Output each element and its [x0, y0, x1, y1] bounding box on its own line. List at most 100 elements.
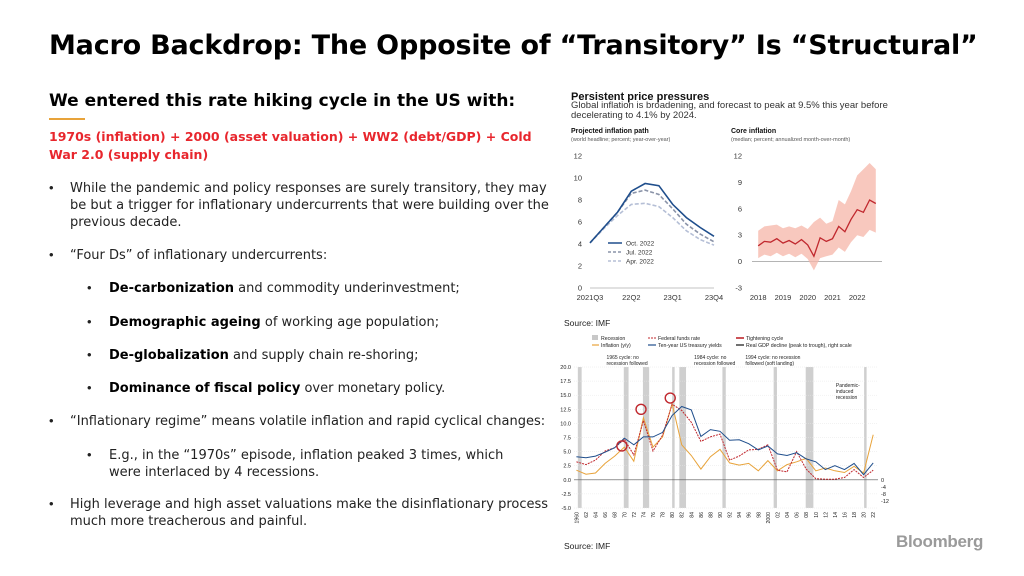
- x-tick-label: 76: [651, 512, 657, 518]
- annotation-text: 1984 cycle: no: [694, 355, 726, 361]
- left-panel-subtitle: (world headline; percent; year-over-year…: [571, 137, 671, 143]
- term-rest: and supply chain re-shoring;: [228, 348, 419, 363]
- tightening-circle: [635, 403, 647, 416]
- legend-label: Federal funds rate: [658, 336, 700, 342]
- x-tick-label: 70: [622, 512, 628, 518]
- sub-bullet-deglobalization: De-globalization and supply chain re-sho…: [109, 347, 539, 364]
- sub-bullet-marker: •: [87, 447, 92, 462]
- legend-label: Oct. 2022: [626, 241, 655, 248]
- x-tick-label: 22: [871, 512, 877, 518]
- annotation-text: Pandemic-: [836, 383, 860, 389]
- x-tick-label: 2021Q3: [577, 293, 604, 302]
- bold-term: De-carbonization: [109, 281, 235, 296]
- right-y-tick-label: -4: [881, 485, 886, 491]
- legend-label: Ten-year US treasury yields: [658, 343, 722, 349]
- sub-bullet-decarbonization: De-carbonization and commodity underinve…: [109, 280, 539, 297]
- bold-term: Demographic ageing: [109, 315, 261, 330]
- sub-bullet-marker: •: [87, 380, 92, 395]
- x-tick-label: 23Q1: [663, 293, 681, 302]
- y-tick-label: 2.5: [563, 464, 571, 470]
- bullet-leverage: High leverage and high asset valuations …: [70, 497, 549, 529]
- right-panel-subtitle: (median; percent; annualized month-over-…: [731, 137, 851, 143]
- y-tick-label: 12: [574, 152, 582, 161]
- sub-bullet-marker: •: [87, 280, 92, 295]
- section-subhead: We entered this rate hiking cycle in the…: [49, 91, 516, 111]
- median-line: [757, 199, 877, 258]
- bullet-marker: •: [49, 496, 54, 511]
- x-tick-label: 02: [775, 512, 781, 518]
- bullet-four-ds: “Four Ds” of inflationary undercurrents:: [70, 248, 328, 263]
- x-tick-label: 23Q4: [705, 293, 723, 302]
- core-inflation-chart: -3 0 3 6 9 12 2018 2019 2020 2021 2022: [734, 152, 882, 302]
- bold-term: De-globalization: [109, 348, 229, 363]
- x-tick-label: 08: [804, 512, 810, 518]
- x-tick-label: 1960: [574, 512, 580, 524]
- x-tick-label: 72: [632, 512, 638, 518]
- right-y-tick-label: -12: [881, 499, 889, 505]
- sub-bullet-marker: •: [87, 347, 92, 362]
- x-tick-label: 92: [728, 512, 734, 518]
- y-tick-label: -2.5: [562, 492, 571, 498]
- x-tick-label: 04: [785, 512, 791, 518]
- annotation-text: induced: [836, 389, 854, 395]
- bullet-marker: •: [49, 413, 54, 428]
- projected-inflation-chart: 0 2 4 6 8 10 12 2021Q3 22Q2 23Q1 23Q4 Oct. 2022 Ju…: [574, 152, 724, 303]
- y-tick-label: 10.0: [560, 421, 571, 427]
- figure-title: Persistent price pressures: [571, 91, 710, 103]
- legend-label: Recession: [601, 336, 625, 342]
- recession-bar: [864, 367, 867, 508]
- bullet-marker: •: [49, 247, 54, 262]
- sub-bullet-1970s: E.g., in the “1970s” episode, inflation …: [109, 448, 504, 480]
- term-rest: of working age population;: [260, 315, 440, 330]
- tightening-circle: [616, 440, 628, 452]
- y-tick-label: 3: [738, 231, 742, 240]
- x-tick-label: 22Q2: [622, 293, 640, 302]
- x-tick-label: 2018: [750, 293, 767, 302]
- annotation-text: recession: [836, 395, 858, 401]
- source-label-top: Source: IMF: [564, 318, 611, 328]
- x-tick-label: 10: [814, 512, 820, 518]
- x-tick-label: 84: [689, 512, 695, 518]
- y-tick-label: 9: [738, 178, 742, 187]
- bloomberg-logo: Bloomberg: [896, 532, 984, 551]
- x-tick-label: 68: [613, 512, 619, 518]
- x-tick-label: 2022: [849, 293, 866, 302]
- legend-label: Apr. 2022: [626, 259, 654, 266]
- y-tick-label: 15.0: [560, 393, 571, 399]
- y-tick-label: 0: [578, 284, 582, 293]
- legend-label: Tightening cycle: [746, 336, 783, 342]
- x-tick-label: 2020: [799, 293, 816, 302]
- annotation-text: 1965 cycle: no: [607, 355, 639, 361]
- formula-highlight: 1970s (inflation) + 2000 (asset valuatio…: [49, 129, 532, 162]
- bullet-marker: •: [49, 180, 54, 195]
- x-tick-label: 80: [670, 512, 676, 518]
- series-line: [589, 182, 715, 244]
- y-tick-label: 2: [578, 262, 582, 271]
- x-tick-label: 98: [756, 512, 762, 518]
- x-tick-label: 86: [699, 512, 705, 518]
- x-tick-label: 14: [833, 512, 839, 518]
- y-tick-label: 0: [738, 257, 742, 266]
- series-line: [589, 202, 715, 246]
- x-tick-label: 74: [641, 512, 647, 518]
- x-tick-label: 66: [603, 512, 609, 518]
- x-tick-label: 96: [747, 512, 753, 518]
- y-tick-label: 10: [574, 174, 582, 183]
- bold-term: Dominance of fiscal policy: [109, 381, 301, 396]
- annotation-text: 1994 cycle: no recession: [745, 355, 800, 361]
- x-tick-label: 12: [823, 512, 829, 518]
- annotation-text: followed (soft landing): [745, 361, 794, 367]
- series-line: [576, 405, 874, 476]
- x-tick-label: 88: [708, 512, 714, 518]
- source-label-bottom: Source: IMF: [564, 541, 611, 551]
- legend-label: Inflation (y/y): [601, 343, 631, 349]
- confidence-band: [758, 163, 876, 271]
- x-tick-label: 2021: [824, 293, 841, 302]
- bullet-inflationary-regime: “Inflationary regime” means volatile inf…: [70, 414, 546, 429]
- slide-title: Macro Backdrop: The Opposite of “Transit…: [49, 30, 978, 61]
- y-tick-label: -5.0: [562, 506, 571, 512]
- y-tick-label: 12.5: [560, 407, 571, 413]
- left-panel-title: Projected inflation path: [571, 128, 649, 135]
- x-tick-label: 18: [852, 512, 858, 518]
- x-tick-label: 90: [718, 512, 724, 518]
